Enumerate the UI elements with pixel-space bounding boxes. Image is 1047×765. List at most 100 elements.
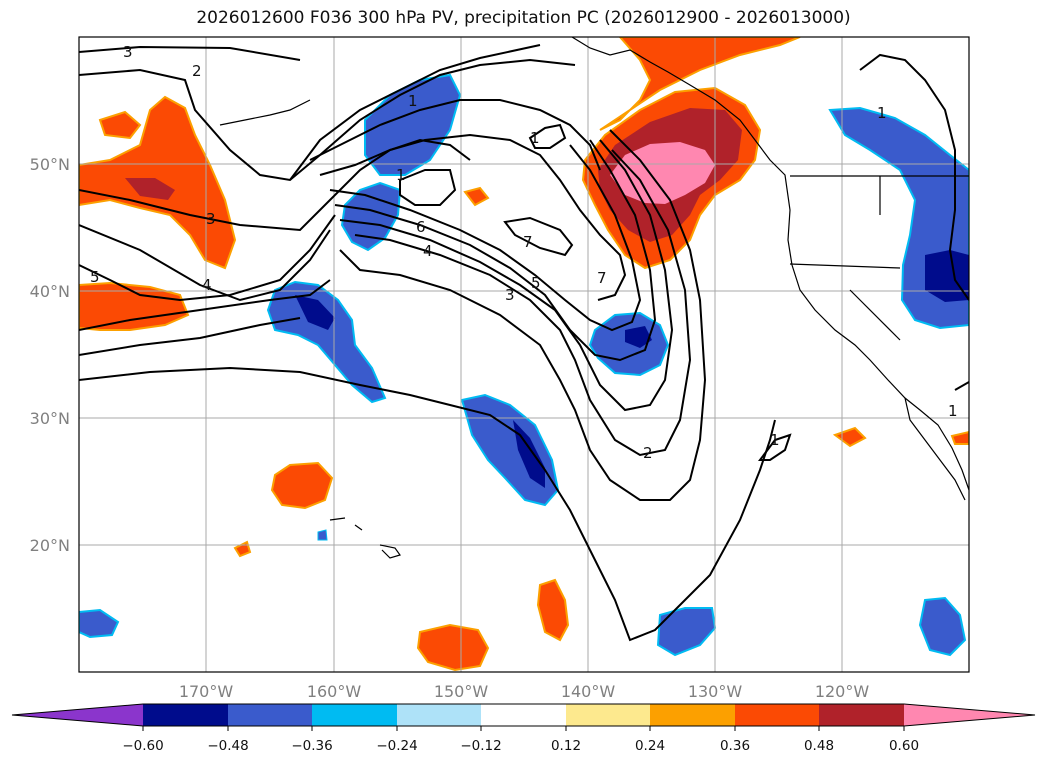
state-line-c <box>849 289 901 341</box>
colorbar-segment <box>735 704 819 726</box>
north-american-coast <box>571 37 969 491</box>
contour-label: 1 <box>396 166 406 184</box>
contour-label: 3 <box>505 286 515 304</box>
pv-contours <box>79 44 969 642</box>
pv-contour-2-north <box>79 58 576 182</box>
contour-label: 7 <box>523 233 533 251</box>
colorbar-segment <box>312 704 397 726</box>
colorbar-segment <box>228 704 312 726</box>
shade-pos-west-40n <box>79 281 190 331</box>
colorbar-segment <box>566 704 650 726</box>
shade-pos-northwest-coast <box>599 37 801 131</box>
colorbar-tick-label: 0.60 <box>889 738 919 754</box>
colorbar-tick-label: −0.24 <box>376 738 417 754</box>
shade-pos-15n <box>536 578 570 642</box>
colorbar-ticks <box>142 726 905 731</box>
colorbar-segment <box>650 704 735 726</box>
shade-neg-38n <box>266 280 387 404</box>
pv-contour-jet-e <box>329 144 642 332</box>
colorbar-tick-label: 0.24 <box>635 738 665 754</box>
pv-contour-jet-outer <box>79 366 776 642</box>
contour-label: 5 <box>90 268 100 286</box>
shade-neg-38n-core <box>295 295 335 330</box>
pv-contour-1-upper <box>528 123 567 149</box>
pv-contour-jet-c <box>339 139 674 412</box>
pv-contour-labels: 3 2 1 1 3 4 5 6 4 7 5 3 7 2 1 1 1 1 <box>90 43 958 462</box>
pv-contour-1-closed <box>399 169 457 206</box>
colorbar-tick-label: −0.48 <box>207 738 248 754</box>
lat-tick-label: 40°N <box>30 282 70 301</box>
lon-tick-labels: 170°W 160°W 150°W 140°W 130°W 120°W <box>179 682 870 701</box>
lon-tick-label: 120°W <box>815 682 870 701</box>
pv-contour-jet-a <box>339 129 707 501</box>
colorbar-segment <box>481 704 566 726</box>
lon-tick-label: 170°W <box>179 682 234 701</box>
contour-label: 1 <box>408 92 418 110</box>
contour-label: 1 <box>770 431 780 449</box>
map-area: 3 2 1 1 3 4 5 6 4 7 5 3 7 2 1 1 1 1 <box>79 37 969 672</box>
pv-contour-1-east <box>859 53 969 301</box>
contour-label: 7 <box>597 269 607 287</box>
colorbar-tick-label: −0.36 <box>291 738 332 754</box>
shade-neg-35n-core <box>625 326 652 348</box>
shade-neg-us-interior-core <box>925 250 969 302</box>
shade-neg-small <box>317 529 328 541</box>
colorbar-tick-label: 0.48 <box>804 738 834 754</box>
lon-tick-label: 130°W <box>688 682 743 701</box>
shade-neg-45n <box>340 181 402 252</box>
contour-label: 1 <box>948 402 958 420</box>
pv-contour-low-a <box>79 279 331 331</box>
pv-contour-5-west <box>79 214 336 302</box>
colorbar-extend-low <box>12 704 143 726</box>
pv-contour-1-south <box>758 433 792 461</box>
contour-label: 3 <box>123 43 133 61</box>
shade-pos-25n <box>270 461 334 510</box>
colorbar-segment <box>819 704 904 726</box>
lat-tick-labels: 50°N 40°N 30°N 20°N <box>30 155 70 555</box>
pv-contour-low-b <box>79 317 301 356</box>
colorbar-tick-label: 0.36 <box>720 738 750 754</box>
colorbar-tick-label: −0.12 <box>460 738 501 754</box>
pv-contour-3-west <box>79 138 471 232</box>
colorbar-tick-label: −0.60 <box>122 738 163 754</box>
shade-neg-15n-b <box>918 596 967 657</box>
positive-shading <box>79 37 969 672</box>
colorbar: −0.60 −0.48 −0.36 −0.24 −0.12 0.12 0.24 … <box>11 703 1036 754</box>
contour-label: 6 <box>416 218 426 236</box>
pv-contour-jet-f <box>319 133 627 301</box>
pv-contour-1-north <box>289 44 541 181</box>
pv-contour-7-cell <box>503 216 574 257</box>
lat-tick-label: 50°N <box>30 155 70 174</box>
contour-label: 4 <box>202 276 212 294</box>
pv-contour-jet-g <box>309 99 601 171</box>
lon-tick-label: 140°W <box>561 682 616 701</box>
shade-pos-small-d <box>950 430 969 445</box>
state-line-a <box>789 263 901 269</box>
colorbar-tick-label: 0.12 <box>551 738 581 754</box>
lat-tick-label: 30°N <box>30 409 70 428</box>
coastlines <box>219 37 969 559</box>
contour-label: 4 <box>423 242 433 260</box>
lat-tick-label: 20°N <box>30 536 70 555</box>
map-frame <box>78 36 970 673</box>
pv-contour-jet-b <box>354 149 692 457</box>
shade-pos-west-band-core <box>125 178 175 200</box>
colorbar-segment <box>143 704 228 726</box>
contour-label: 5 <box>531 274 541 292</box>
chart-title: 2026012600 F036 300 hPa PV, precipitatio… <box>196 8 851 28</box>
hawaii-islands <box>329 517 401 559</box>
contour-label: 1 <box>877 104 887 122</box>
contour-label: 1 <box>530 129 540 147</box>
contour-label: 2 <box>192 62 202 80</box>
contour-label: 3 <box>206 210 216 228</box>
shade-neg-15n-a <box>656 607 717 657</box>
shade-pos-west-small <box>98 110 142 140</box>
baja-peninsula <box>904 397 966 501</box>
shade-pos-12n <box>416 623 490 672</box>
pv-contour-east-lower <box>954 381 969 391</box>
lon-tick-label: 150°W <box>434 682 489 701</box>
pv-contour-4-west <box>79 224 331 302</box>
lon-tick-label: 160°W <box>307 682 362 701</box>
colorbar-extend-high <box>904 704 1035 726</box>
